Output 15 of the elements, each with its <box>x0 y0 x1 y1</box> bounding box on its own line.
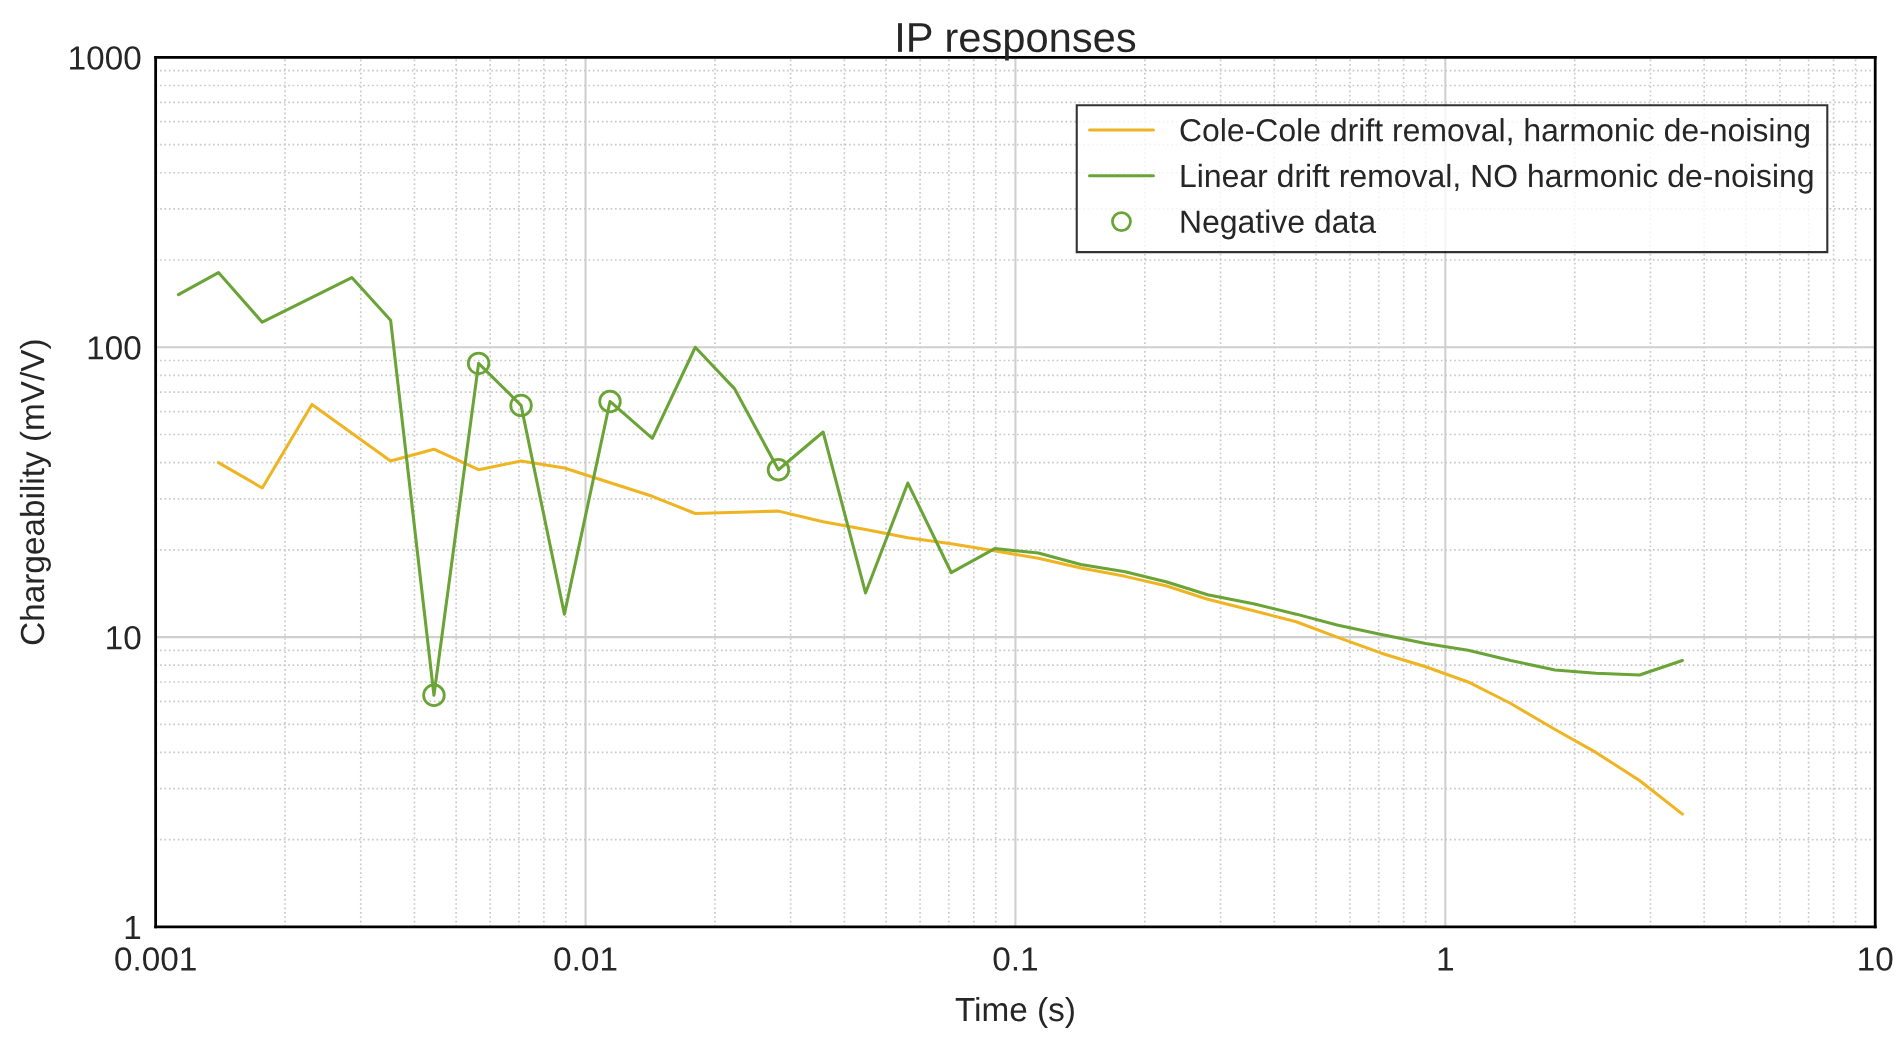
y-tick-label: 1 <box>125 916 141 940</box>
x-axis-title: Time (s) <box>955 996 1074 1028</box>
y-tick-label: 1000 <box>70 46 141 70</box>
chart-title: IP responses <box>898 23 1136 61</box>
x-tick-label: 10 <box>1859 947 1893 971</box>
x-tick-label: 0.1 <box>993 947 1037 971</box>
y-axis-title: Chargeability (mV/V) <box>19 340 51 645</box>
x-tick-label: 0.01 <box>554 947 617 971</box>
x-tick-label: 0.001 <box>115 947 196 971</box>
legend-label: Linear drift removal, NO harmonic de-noising <box>1181 163 1813 194</box>
y-tick-label: 10 <box>107 625 141 650</box>
legend-label: Negative data <box>1181 209 1377 240</box>
legend-label: Cole-Cole drift removal, harmonic de-noising <box>1180 118 1809 148</box>
y-tick-label: 100 <box>88 336 141 360</box>
x-tick-label: 1 <box>1438 947 1453 971</box>
